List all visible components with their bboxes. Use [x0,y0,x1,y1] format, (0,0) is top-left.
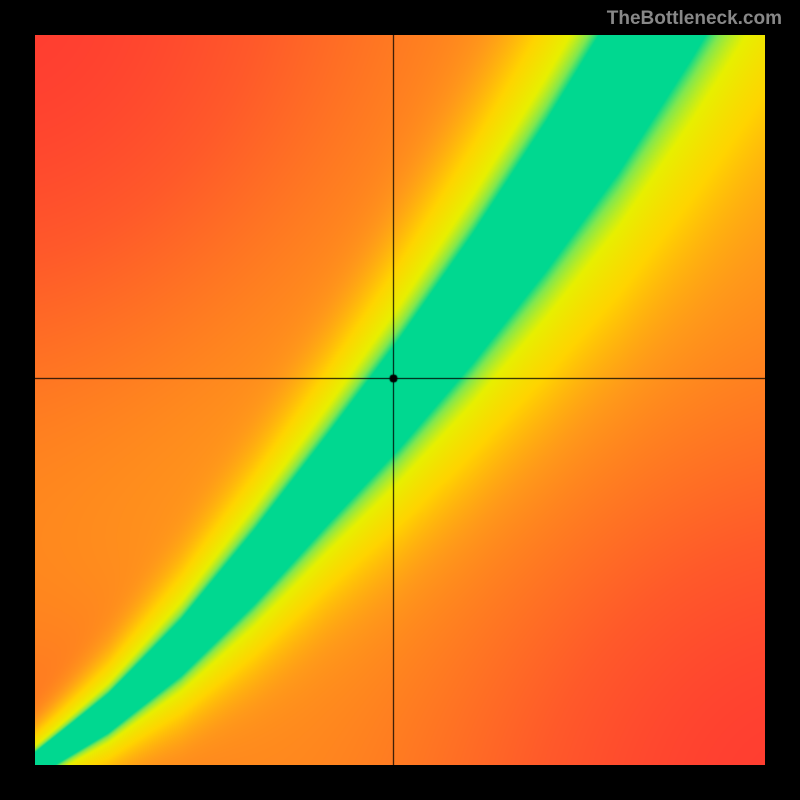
watermark-label: TheBottleneck.com [607,8,782,30]
heatmap-plot [35,35,765,765]
heatmap-canvas [35,35,765,765]
